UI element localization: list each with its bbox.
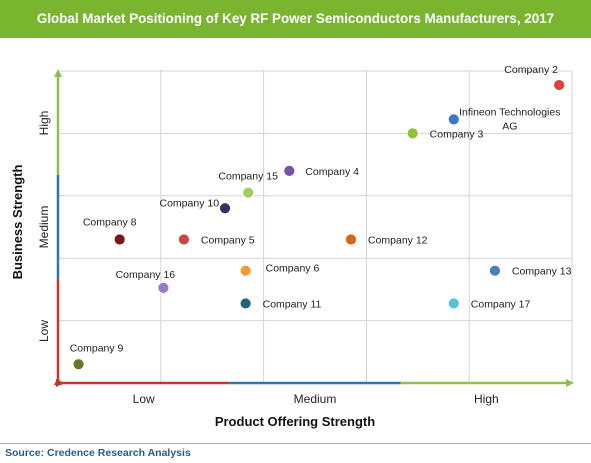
- footer-bar: Source: Credence Research Analysis: [0, 443, 591, 462]
- data-point: [178, 233, 190, 246]
- x-axis-title: Product Offering Strength: [215, 414, 375, 429]
- y-tick-label: High: [37, 111, 51, 136]
- source-note: Source: Credence Research Analysis: [5, 447, 191, 459]
- point-label: Company 8: [83, 216, 137, 228]
- x-tick-label: Medium: [294, 392, 337, 406]
- data-point: [553, 79, 566, 91]
- data-point: [283, 164, 296, 177]
- y-tick-label: Medium: [37, 206, 51, 249]
- x-tick-label: High: [474, 392, 499, 406]
- point-label: Company 13: [512, 266, 572, 278]
- point-label: Company 17: [471, 298, 531, 310]
- point-label: Company 2: [504, 64, 558, 76]
- x-tick-label: Low: [133, 392, 155, 406]
- data-point: [447, 113, 460, 126]
- data-point: [447, 297, 460, 310]
- point-label: Company 4: [305, 166, 359, 178]
- data-point: [72, 358, 85, 371]
- point-label: Company 5: [201, 234, 255, 246]
- point-label: Infineon Technologies AG: [459, 106, 560, 132]
- data-point: [406, 127, 419, 140]
- data-point: [219, 202, 231, 215]
- point-label: Company 12: [368, 234, 428, 246]
- data-point: [113, 233, 126, 246]
- data-point: [239, 264, 252, 277]
- y-tick-label: Low: [37, 320, 51, 342]
- chart-title: Global Market Positioning of Key RF Powe…: [36, 11, 555, 26]
- data-point: [345, 233, 357, 246]
- point-label: Company 3: [430, 128, 484, 140]
- point-label: Company 11: [263, 298, 322, 310]
- y-axis-title: Business Strength: [10, 165, 25, 280]
- axes: [54, 69, 574, 387]
- data-point: [157, 281, 170, 294]
- point-label: Company 10: [160, 197, 220, 209]
- axis-labels: Low Medium High Low Medium High Product Offeri…: [10, 111, 499, 429]
- data-point: [242, 186, 255, 199]
- point-label: Company 9: [70, 342, 124, 354]
- point-label: Company 15: [218, 171, 278, 183]
- title-bar: Global Market Positioning of Key RF Powe…: [0, 0, 591, 38]
- data-point: [488, 264, 501, 277]
- point-label: Company 16: [116, 269, 176, 281]
- point-label: Company 6: [266, 263, 320, 275]
- data-point: [239, 297, 252, 310]
